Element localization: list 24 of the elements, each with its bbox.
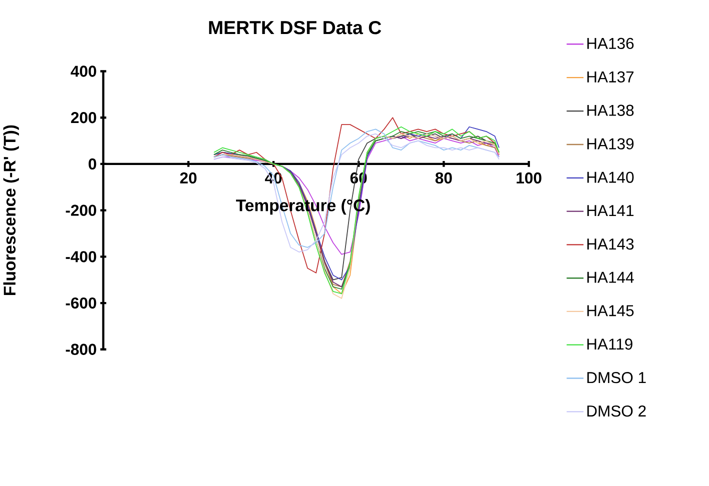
legend-label: HA140 <box>587 172 634 183</box>
y-tick-label: 200 <box>71 112 96 124</box>
x-tick-label: 100 <box>516 172 542 184</box>
legend-label: HA137 <box>587 71 634 83</box>
y-tick-label: -600 <box>66 297 96 309</box>
legend-label: HA143 <box>587 238 634 250</box>
legend-label: HA136 <box>587 38 634 50</box>
chart-title: MERTK DSF Data C <box>209 20 382 34</box>
y-tick-label: 0 <box>88 158 96 170</box>
legend-label: HA141 <box>587 205 634 216</box>
legend-label: HA139 <box>587 138 634 150</box>
legend-label: DMSO 1 <box>587 372 646 384</box>
legend-label: HA144 <box>587 272 634 283</box>
y-tick-label: -400 <box>66 251 96 262</box>
y-axis-title: Fluorescence (-R' (T)) <box>3 125 19 296</box>
y-tick-label: -200 <box>66 204 96 216</box>
x-tick-label: 80 <box>435 172 452 184</box>
y-tick-label: -800 <box>66 344 96 355</box>
legend-label: DMSO 2 <box>587 405 646 417</box>
legend-label: HA138 <box>587 104 634 116</box>
legend-label: HA145 <box>587 305 634 316</box>
legend-label: HA119 <box>587 338 632 350</box>
y-tick-label: 400 <box>70 66 96 77</box>
x-tick-label: 20 <box>180 172 196 184</box>
